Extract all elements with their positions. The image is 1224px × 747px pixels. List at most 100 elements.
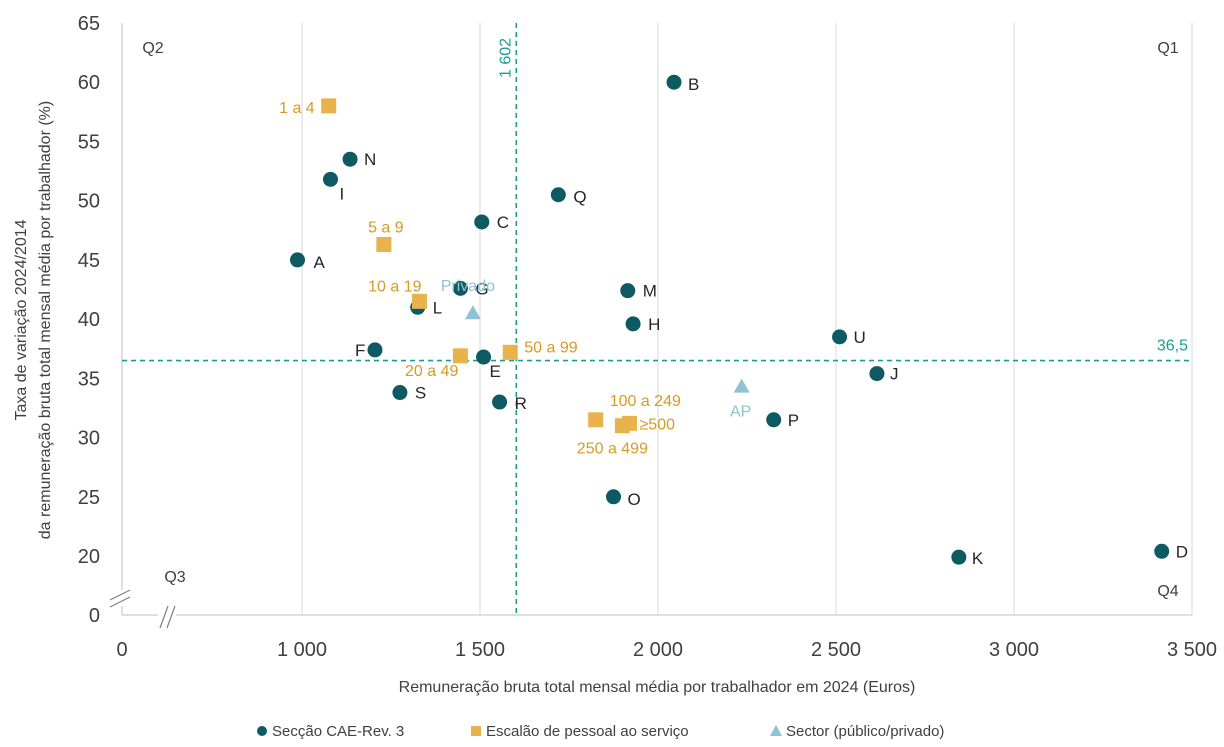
x-axis-label: Remuneração bruta total mensal média por… xyxy=(399,679,916,696)
x-tick-label: 0 xyxy=(116,639,127,661)
point-label: E xyxy=(490,362,501,381)
point-D xyxy=(1154,543,1170,559)
point-H xyxy=(625,316,641,332)
point-label: 250 a 499 xyxy=(577,441,648,458)
x-tick-label: 1 500 xyxy=(455,639,505,661)
point-label: K xyxy=(972,549,984,568)
point-E xyxy=(476,349,492,365)
point-5 a 9 xyxy=(376,236,392,252)
point-labels: A B C D E F G H I J K L M N O P Q R S U 1 a 4 5 a 9 10 a 19 20 … xyxy=(279,75,1188,568)
reference-line-vertical-label: 1 602 xyxy=(497,38,514,78)
point-label: Q xyxy=(573,188,586,207)
legend-label: Sector (público/privado) xyxy=(786,723,944,740)
quadrant-label-q3: Q3 xyxy=(164,569,185,586)
y-tick-label: 40 xyxy=(78,309,100,331)
y-tick-label: 20 xyxy=(78,546,100,568)
y-axis-break-mark xyxy=(109,596,131,608)
legend-label: Escalão de pessoal ao serviço xyxy=(486,723,689,740)
data-points xyxy=(290,74,1170,565)
grid-lines xyxy=(301,23,1193,615)
point-label: Privado xyxy=(441,278,495,295)
x-tick-label: 2 000 xyxy=(633,639,683,661)
point-J xyxy=(869,366,885,382)
point-1 a 4 xyxy=(321,98,337,114)
point-AP xyxy=(733,378,750,393)
point-label: 50 a 99 xyxy=(524,339,577,356)
point-label: A xyxy=(314,253,326,272)
axes xyxy=(104,23,1192,629)
x-tick-label: 3 000 xyxy=(989,639,1039,661)
point-label: S xyxy=(415,384,426,403)
quadrant-label-q4: Q4 xyxy=(1157,583,1178,600)
x-axis-break-gap xyxy=(158,605,176,629)
point-R xyxy=(492,394,508,410)
point-A xyxy=(290,252,305,268)
point-N xyxy=(342,151,358,167)
point-label: U xyxy=(854,328,866,347)
point-label: P xyxy=(788,411,799,430)
point-label: O xyxy=(628,490,641,509)
y-axis-label-line1: Taxa de variação 2024/2014 xyxy=(13,219,30,420)
y-axis-label-line2: da remuneração bruta total mensal média … xyxy=(37,101,54,539)
y-axis-break-gap xyxy=(104,590,134,606)
quadrant-label-q1: Q1 xyxy=(1157,40,1178,57)
point-label: C xyxy=(497,213,509,232)
point-Q xyxy=(550,187,566,203)
point-C xyxy=(474,214,490,230)
legend-marker-circle xyxy=(257,726,267,736)
y-tick-label: 35 xyxy=(78,368,100,390)
point-label: H xyxy=(648,315,660,334)
point-Privado xyxy=(464,305,481,320)
quadrant-labels: Q1 Q2 Q3 Q4 xyxy=(142,40,1178,600)
point-O xyxy=(606,489,621,505)
point-U xyxy=(832,329,848,345)
point-label: 10 a 19 xyxy=(368,278,421,295)
reference-lines: 1 602 36,5 xyxy=(122,23,1192,615)
legend-label: Secção CAE-Rev. 3 xyxy=(272,723,404,740)
y-axis-break-mark xyxy=(109,589,131,601)
point-label: M xyxy=(643,282,657,301)
point-label: B xyxy=(688,75,699,94)
x-tick-labels: 0 1 000 1 500 2 000 2 500 3 000 3 500 xyxy=(116,639,1217,661)
y-tick-label: 55 xyxy=(78,131,100,153)
point-≥500 xyxy=(622,415,638,431)
point-label: G xyxy=(475,279,488,298)
point-S xyxy=(392,385,408,401)
y-tick-label: 65 xyxy=(78,13,100,35)
x-axis-break-mark xyxy=(159,605,169,629)
x-tick-label: 1 000 xyxy=(277,639,327,661)
point-label: J xyxy=(890,365,899,384)
point-label: I xyxy=(339,184,344,203)
point-P xyxy=(766,412,782,428)
point-label: R xyxy=(515,394,527,413)
point-label: F xyxy=(355,341,365,360)
y-tick-label: 0 xyxy=(89,605,100,627)
point-I xyxy=(322,171,338,187)
point-label: 1 a 4 xyxy=(279,100,315,117)
point-label: AP xyxy=(730,404,751,421)
point-B xyxy=(666,74,682,90)
y-tick-label: 50 xyxy=(78,191,100,213)
point-100 a 249 xyxy=(588,412,604,428)
reference-line-horizontal-label: 36,5 xyxy=(1157,338,1188,355)
point-label: 100 a 249 xyxy=(610,393,681,410)
point-10 a 19 xyxy=(411,293,427,309)
x-tick-label: 3 500 xyxy=(1167,639,1217,661)
point-50 a 99 xyxy=(502,344,518,360)
y-tick-label: 25 xyxy=(78,487,100,509)
x-axis-break-mark xyxy=(166,605,176,629)
legend: Secção CAE-Rev. 3 Escalão de pessoal ao s… xyxy=(257,723,944,740)
point-K xyxy=(951,549,967,565)
point-label: N xyxy=(364,150,376,169)
quadrant-label-q2: Q2 xyxy=(142,40,163,57)
y-tick-label: 30 xyxy=(78,428,100,450)
point-label: D xyxy=(1176,542,1188,561)
point-20 a 49 xyxy=(452,348,468,364)
y-tick-label: 60 xyxy=(78,72,100,94)
point-M xyxy=(620,283,636,299)
point-label: 5 a 9 xyxy=(368,219,404,236)
x-tick-label: 2 500 xyxy=(811,639,861,661)
legend-marker-square xyxy=(471,726,481,736)
legend-marker-triangle xyxy=(770,725,782,736)
